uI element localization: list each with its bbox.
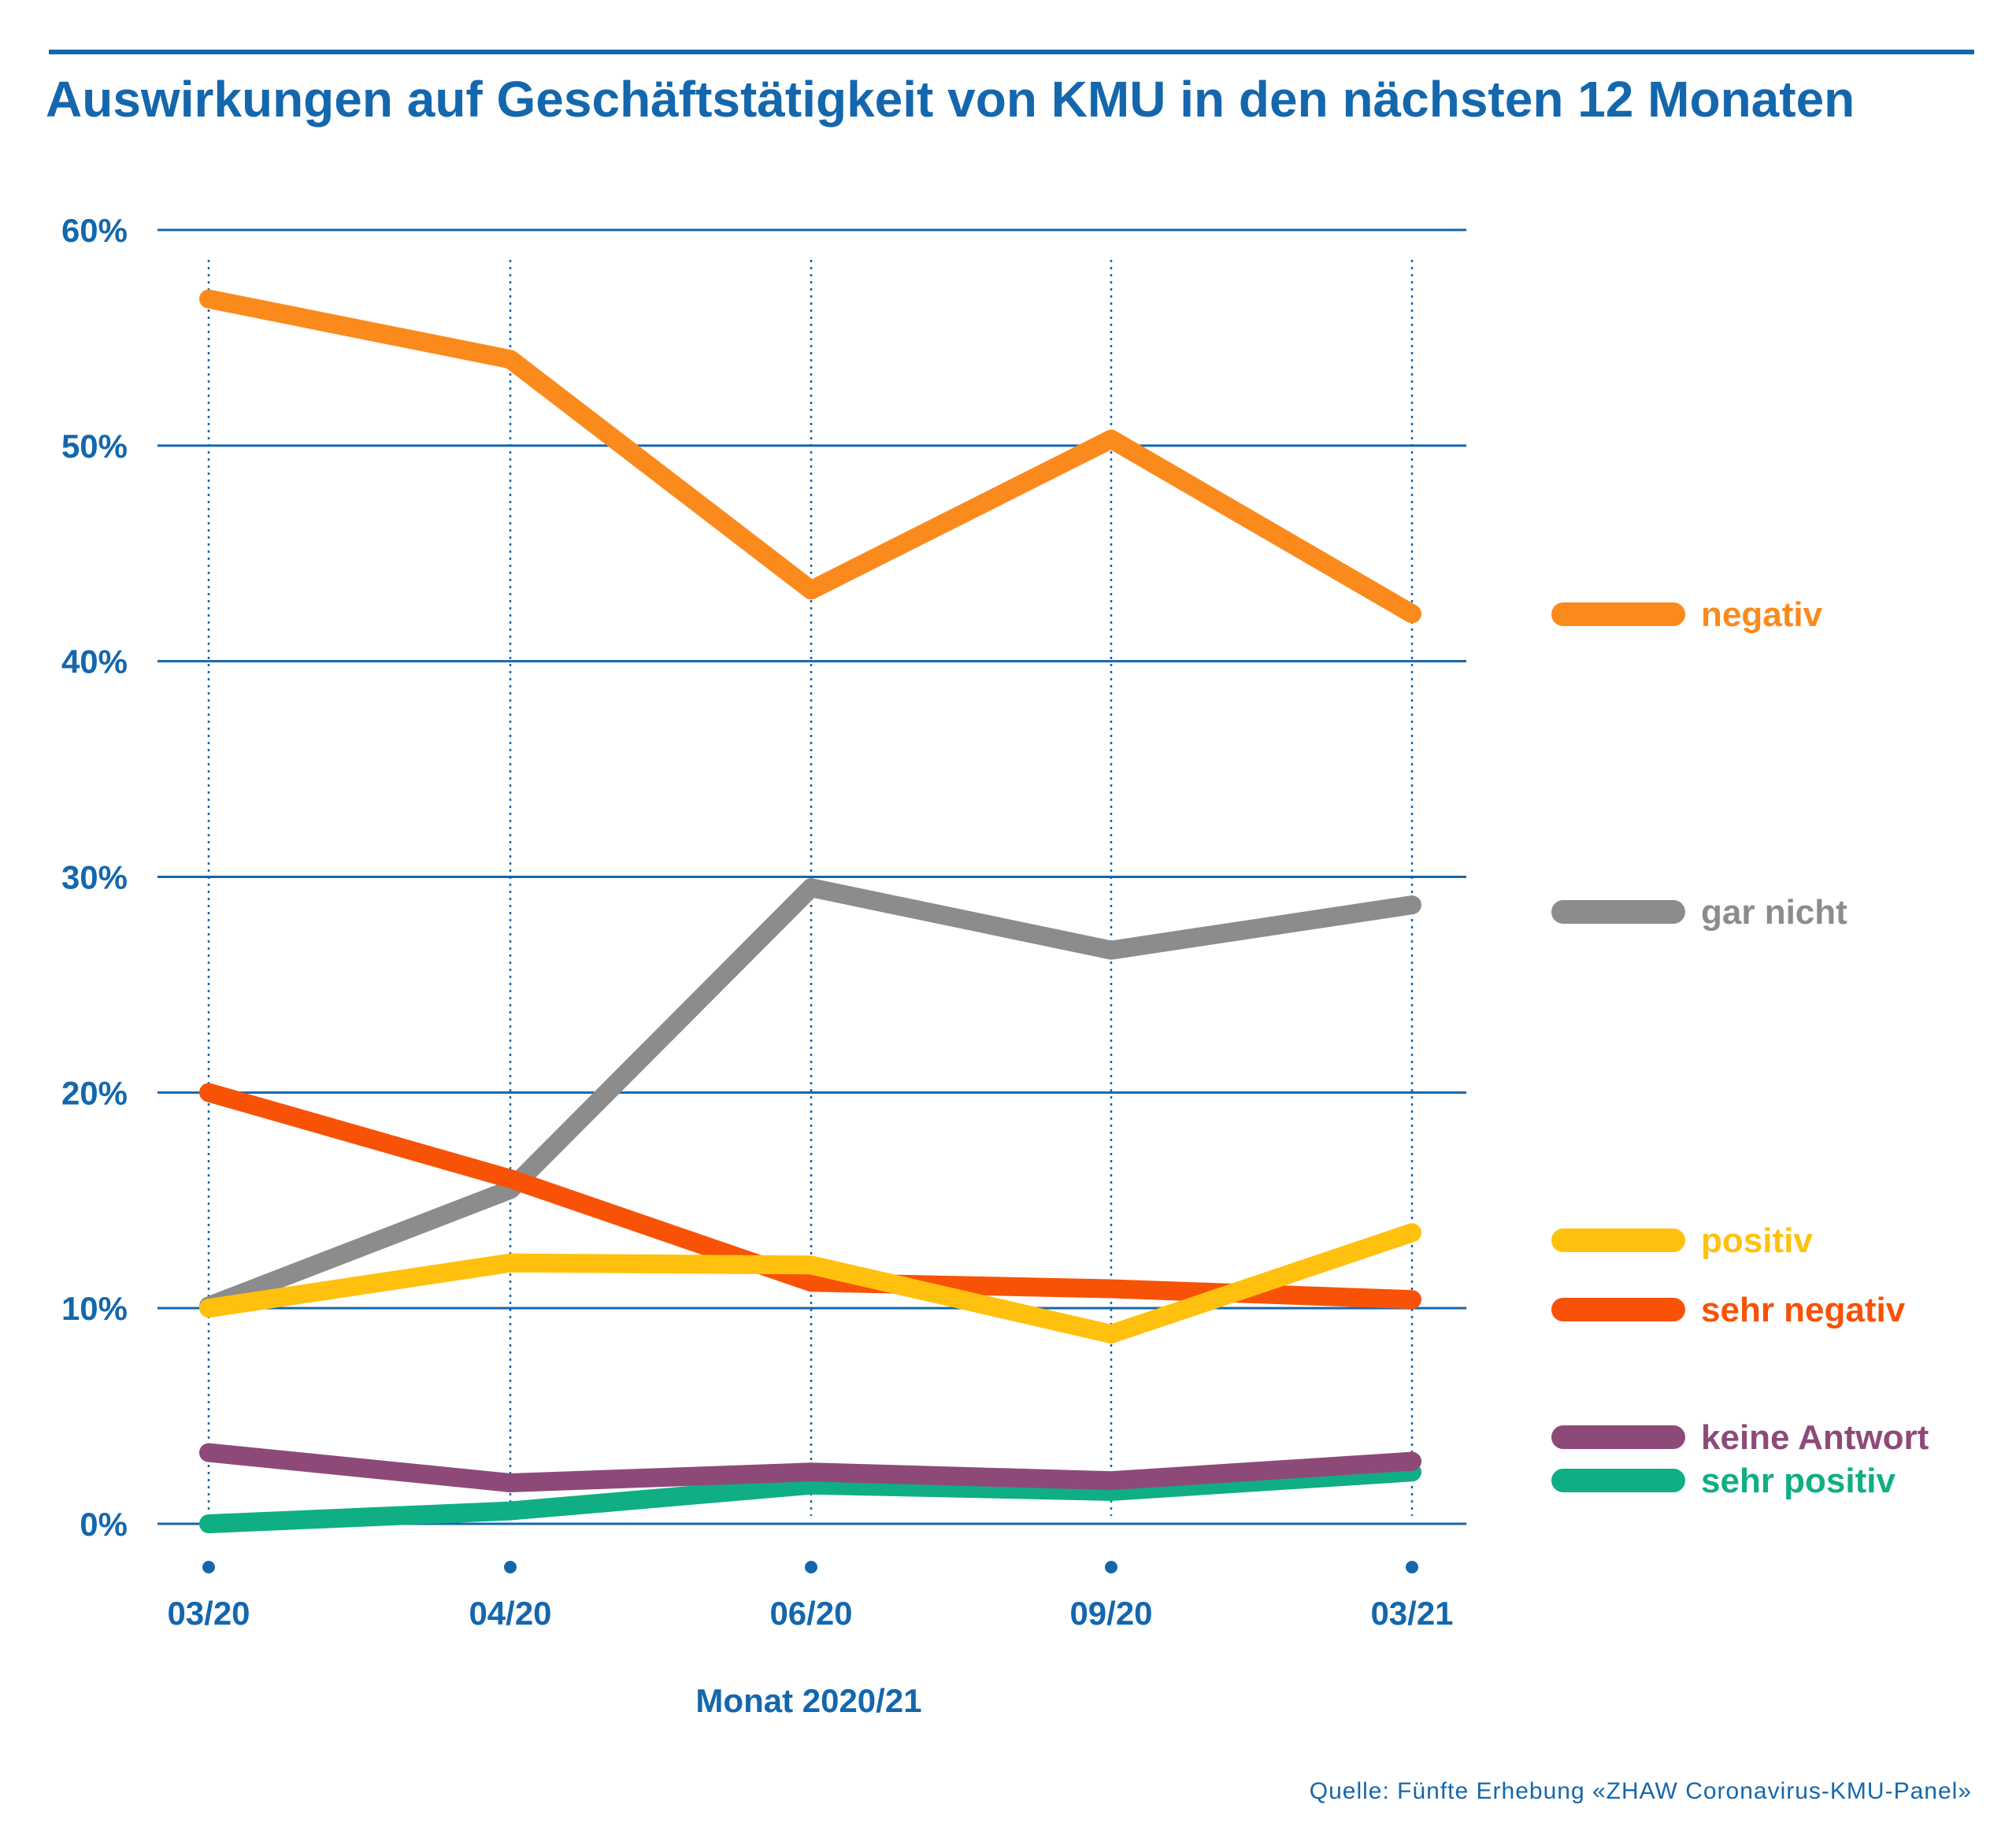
series-line-keine-antwort: [199, 1443, 1421, 1492]
data-point: [1411, 613, 1413, 615]
legend-label: keine Antwort: [1701, 1418, 1929, 1457]
data-point: [208, 1523, 209, 1525]
source-note: Quelle: Fünfte Erhebung «ZHAW Coronaviru…: [1310, 1778, 1972, 1804]
x-tick-label: 04/20: [469, 1595, 551, 1632]
x-tick-label: 03/20: [167, 1595, 250, 1632]
y-tick-label: 60%: [61, 212, 128, 249]
data-point: [208, 1307, 209, 1310]
y-tick-label: 30%: [61, 859, 128, 896]
data-point: [810, 1281, 812, 1284]
y-tick-label: 0%: [80, 1506, 128, 1543]
series-group: [199, 289, 1421, 1533]
data-point: [810, 589, 812, 591]
legend-label: negativ: [1701, 595, 1823, 634]
data-point: [1110, 1490, 1112, 1492]
grid: [158, 228, 1466, 1525]
data-point: [1411, 1471, 1413, 1473]
axes: 0% 10% 20% 30% 40% 50% 60% 03/20 04/20 06/20 09/20…: [61, 212, 1454, 1632]
x-tick-dot: [1105, 1561, 1117, 1573]
x-tick-label: 06/20: [769, 1595, 852, 1632]
data-point: [1110, 949, 1112, 951]
chart-title: Auswirkungen auf Geschäftstätigkeit von …: [46, 71, 1855, 128]
legend: negativ gar nicht positiv sehr negativ keine…: [1551, 595, 1929, 1500]
data-point: [1411, 1460, 1413, 1462]
data-point: [208, 1451, 209, 1454]
x-tick-dot: [202, 1561, 215, 1573]
data-point: [510, 1482, 511, 1484]
data-point: [1411, 904, 1413, 906]
x-axis-label: Monat 2020/21: [695, 1682, 921, 1719]
data-point: [810, 1484, 812, 1486]
data-point: [1411, 1232, 1413, 1234]
legend-label: sehr negativ: [1701, 1291, 1906, 1329]
data-point: [208, 298, 209, 300]
data-point: [1110, 438, 1112, 440]
data-point: [510, 1262, 511, 1264]
data-point: [810, 1471, 812, 1473]
data-point: [1110, 1333, 1112, 1335]
y-tick-label: 10%: [61, 1290, 128, 1327]
legend-label: gar nicht: [1701, 893, 1847, 932]
data-point: [208, 1091, 209, 1094]
data-point: [1110, 1288, 1112, 1290]
x-tick-label: 03/21: [1370, 1595, 1453, 1632]
x-tick-dot: [805, 1561, 817, 1573]
x-tick-label: 09/20: [1069, 1595, 1152, 1632]
legend-label: sehr positiv: [1701, 1462, 1896, 1500]
x-tick-dot: [1406, 1561, 1418, 1573]
data-point: [510, 1177, 511, 1180]
data-point: [810, 887, 812, 889]
data-point: [810, 1264, 812, 1266]
data-point: [510, 1510, 511, 1512]
data-point: [510, 358, 511, 361]
y-tick-label: 20%: [61, 1074, 128, 1111]
x-tick-dot: [504, 1561, 517, 1573]
y-tick-label: 50%: [61, 428, 128, 465]
y-tick-label: 40%: [61, 643, 128, 680]
data-point: [1411, 1299, 1413, 1301]
legend-label: positiv: [1701, 1221, 1813, 1260]
data-point: [1110, 1480, 1112, 1482]
data-point: [510, 1188, 511, 1191]
